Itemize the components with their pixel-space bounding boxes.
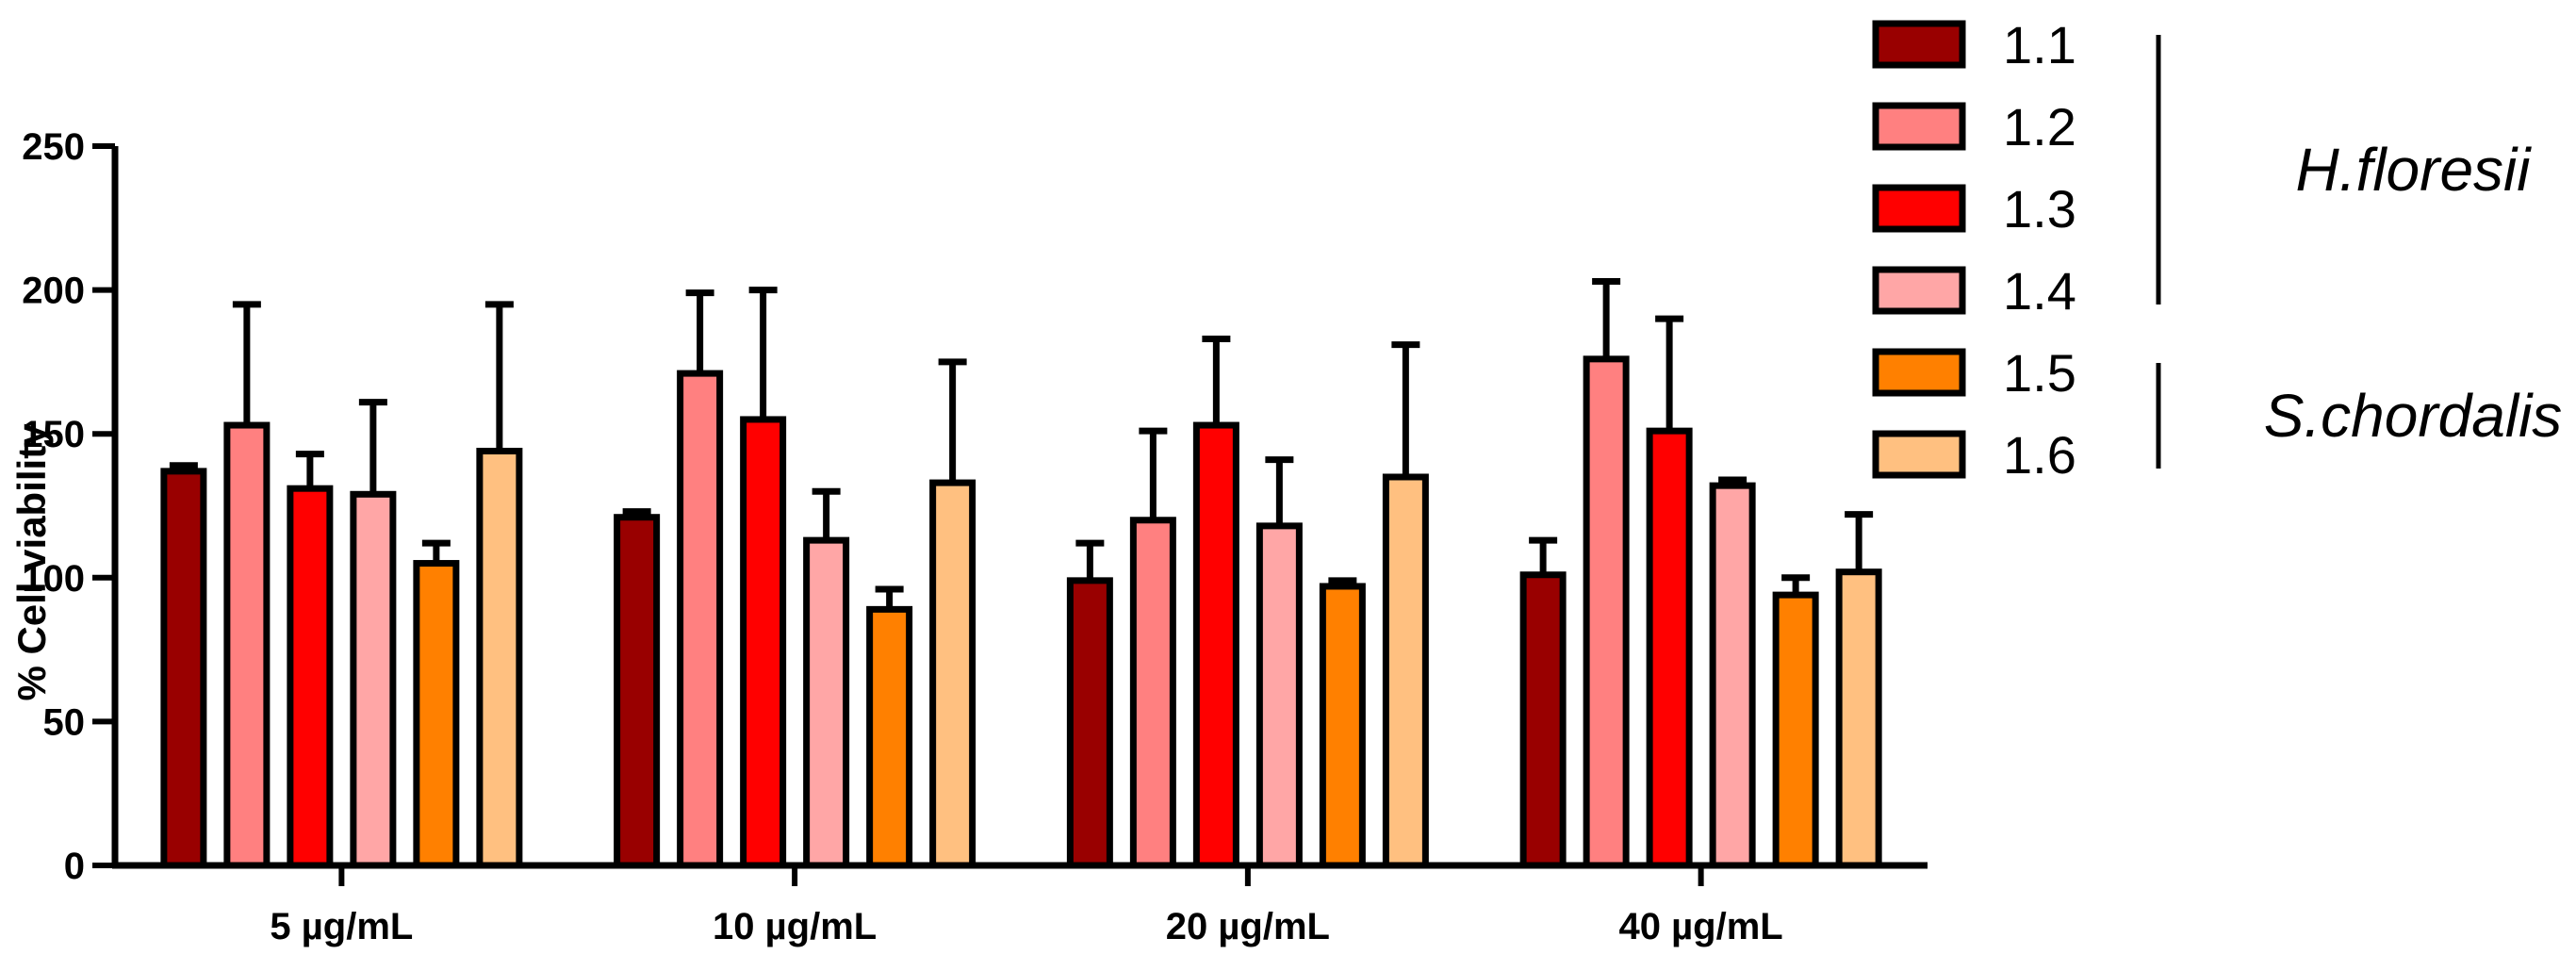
bar: [866, 605, 913, 869]
bar: [350, 490, 397, 869]
bar: [1709, 482, 1756, 869]
bar: [1382, 473, 1429, 869]
y-tick-label: 200: [22, 271, 85, 312]
bar: [287, 485, 334, 869]
legend-swatch: [1872, 102, 1966, 151]
bar: [803, 536, 850, 869]
y-tick-label: 250: [22, 126, 85, 168]
y-tick-label: 50: [43, 701, 86, 743]
bar: [1319, 583, 1366, 869]
legend-label: 1.4: [2003, 261, 2076, 321]
y-axis-title: % Cell viability: [9, 423, 54, 701]
legend-label: 1.6: [2003, 425, 2076, 485]
plot-area: 0 50 100 150 200 250 % Cell viability 5 µg/mL 10…: [9, 126, 1928, 947]
bar: [1192, 421, 1239, 869]
bar: [1772, 591, 1819, 869]
legend-swatch: [1872, 348, 1966, 397]
bar: [1646, 427, 1693, 869]
y-tick-label: 0: [64, 846, 85, 887]
bar: [614, 514, 661, 869]
legend-swatch: [1872, 430, 1966, 479]
x-tick-label: 5 µg/mL: [270, 906, 413, 947]
bar: [223, 421, 271, 869]
bar: [413, 560, 460, 869]
bar: [740, 416, 787, 869]
bar: [1255, 522, 1303, 869]
legend-label: 1.5: [2003, 343, 2076, 403]
legend-label: 1.1: [2003, 15, 2076, 74]
bar: [1129, 517, 1176, 869]
legend-group-label: S.chordalis: [2264, 382, 2563, 450]
bar: [1583, 355, 1630, 869]
legend-swatch: [1872, 266, 1966, 315]
legend-label: 1.2: [2003, 97, 2076, 156]
legend: 1.1 1.2 1.3 1.4 1.5 1.6 H.floresii S.chordalis: [1872, 15, 2563, 485]
bar: [1066, 577, 1113, 869]
bar: [1835, 568, 1882, 869]
x-tick-label: 20 µg/mL: [1166, 906, 1330, 947]
legend-group-label: H.floresii: [2296, 136, 2533, 204]
bar: [929, 479, 976, 869]
y-tick-label: 100: [22, 558, 85, 600]
legend-label: 1.3: [2003, 179, 2076, 239]
bar: [476, 448, 523, 869]
x-tick-label: 10 µg/mL: [713, 906, 877, 947]
legend-swatch: [1872, 20, 1966, 69]
bar: [160, 468, 207, 869]
x-tick-label: 40 µg/mL: [1619, 906, 1783, 947]
y-tick-label: 150: [22, 414, 85, 455]
bar: [1519, 571, 1567, 869]
legend-swatch: [1872, 184, 1966, 233]
bar: [677, 370, 724, 869]
